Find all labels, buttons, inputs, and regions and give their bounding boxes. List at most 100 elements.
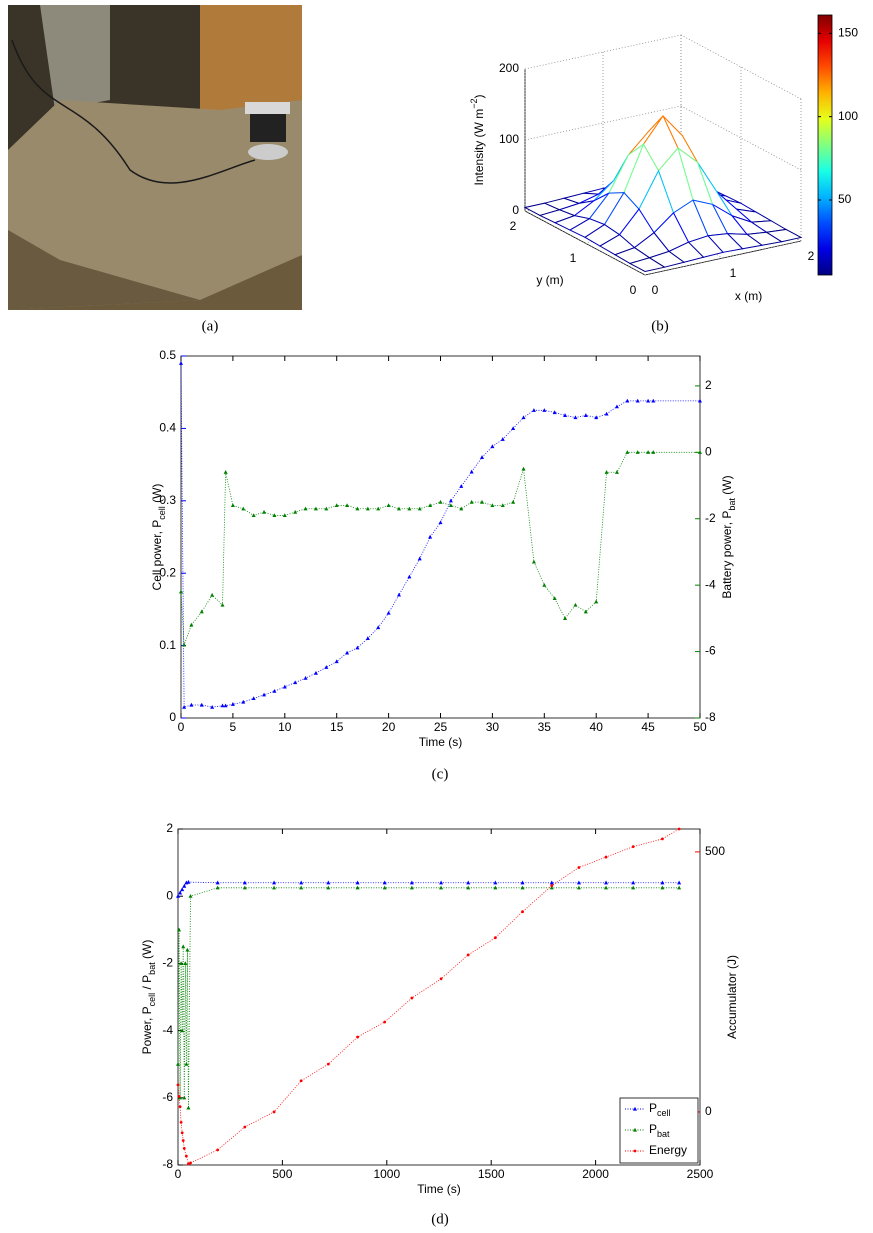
z-axis-label-part: Intensity (W m [472,109,486,186]
z-axis-label-part: −2 [469,99,479,109]
data-point [326,880,331,885]
photo-door [40,5,110,110]
data-point [355,885,360,890]
legend-marker [633,1149,637,1153]
data-point [677,885,682,890]
x-tick-label: 20 [382,720,396,734]
data-point [660,885,665,890]
plot-frame [180,355,701,719]
data-point [326,885,331,890]
data-point [199,702,204,707]
data-point [189,1161,192,1165]
data-point [563,413,568,417]
data-point [383,1020,387,1024]
photo-wall-lit [200,5,302,115]
data-point [182,883,187,888]
legend-label-part: bat [657,1129,670,1139]
data-point [365,636,370,640]
y-tick-label: 0 [705,1104,712,1118]
photo-cable [11,39,256,184]
data-point [355,645,360,650]
data-point [293,509,298,514]
y-axis-label-part: cell [147,993,157,1007]
y-axis-label-part: Power, P [140,1006,154,1054]
colorbar-tick-label: 150 [838,26,858,40]
data-point [262,692,267,697]
y-tick-label: 0.3 [159,493,176,507]
data-point [661,837,664,841]
data-point [625,450,630,454]
y-tick-label: -6 [705,644,716,658]
y-tick-label: 2 [705,378,712,392]
data-point [272,885,277,890]
data-point [490,503,495,508]
data-point [386,610,391,615]
data-point [215,880,220,885]
data-point [181,1139,185,1142]
data-point [409,885,414,890]
data-point [520,885,525,890]
data-point [604,885,609,890]
photo-robot-base [248,144,288,160]
data-point [182,704,187,709]
data-point [410,996,414,1000]
data-point [635,398,640,403]
y-tick-label: 2 [166,821,173,835]
legend-label: Pcell [649,1101,671,1118]
data-point [552,596,557,601]
y-tick-label: 0.4 [159,421,176,435]
data-point [282,513,287,518]
data-point [428,534,433,539]
x-tick-label: 1500 [478,1167,505,1181]
y-tick-label: 2 [510,219,517,233]
data-point [466,885,471,890]
data-point [199,609,204,614]
y-axis-label-part: Cell power, P [150,520,164,591]
y-tick-label: 0 [166,888,173,902]
data-point [282,684,287,689]
x-tick-label: 40 [590,720,604,734]
data-point [382,880,387,885]
data-point [376,625,381,630]
data-point [604,880,609,885]
data-point [651,450,656,454]
data-point [439,885,444,890]
data-point [241,699,246,704]
data-point [326,1062,330,1066]
y-axis-label: Power, Pcell / Pbat (W) [140,940,157,1055]
data-point [382,885,387,890]
data-point [223,470,228,474]
legend-marker [633,1106,637,1111]
photo-carpet-shadow [8,230,200,310]
colorbar-tick-label: 100 [838,109,858,123]
x-tick-label: 2 [808,249,815,263]
data-point [242,885,247,890]
data-point [521,415,526,420]
data-point [184,1154,188,1158]
data-point [188,894,193,898]
data-point [396,592,401,597]
x-axis-label: Time (s) [419,735,463,749]
data-point [469,469,474,474]
data-point [179,1120,183,1124]
data-point [563,616,568,620]
x-tick-label: 30 [486,720,500,734]
data-point [698,450,702,454]
y-tick-label: 0.1 [159,638,176,652]
data-point [407,574,412,579]
data-point [407,506,412,511]
data-point [177,927,182,932]
y-tick-label: 1 [570,251,577,265]
data-point [177,1094,181,1098]
data-point [511,426,516,430]
data-point [187,1162,190,1166]
data-point [376,506,381,511]
data-point [604,470,609,474]
y-axis-label-part: (W) [150,484,164,507]
caption: (c) [432,766,449,782]
data-point [386,503,391,508]
data-point [438,499,443,504]
y-tick-label: 0 [169,710,176,724]
data-point [604,855,608,859]
series-line [177,887,680,1108]
